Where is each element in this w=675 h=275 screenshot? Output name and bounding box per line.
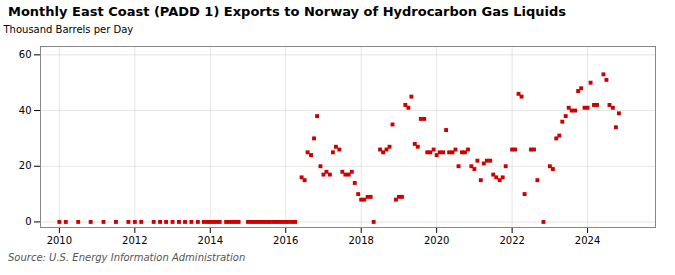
html-text:Monthly East Coast (PADD 1) Ex: Monthly East Coast (PADD 1) Exports to N… bbox=[8, 4, 567, 19]
svg-text:Thousand Barrels per Day: Thousand Barrels per Day bbox=[3, 24, 134, 35]
svg-text:60: 60 bbox=[19, 49, 32, 60]
html-text:Source: U.S. Energy Informatio: Source: U.S. Energy Information Administ… bbox=[8, 252, 246, 263]
svg-text:2010: 2010 bbox=[47, 235, 72, 246]
svg-text:0: 0 bbox=[25, 216, 31, 227]
svg-text:40: 40 bbox=[19, 105, 32, 116]
svg-text:2016: 2016 bbox=[273, 235, 298, 246]
svg-text:20: 20 bbox=[19, 160, 32, 171]
svg-text:2014: 2014 bbox=[198, 235, 223, 246]
svg-text:2012: 2012 bbox=[122, 235, 147, 246]
svg-text:2024: 2024 bbox=[575, 235, 600, 246]
svg-text:2018: 2018 bbox=[348, 235, 373, 246]
svg-text:2022: 2022 bbox=[499, 235, 524, 246]
svg-text:2020: 2020 bbox=[424, 235, 449, 246]
